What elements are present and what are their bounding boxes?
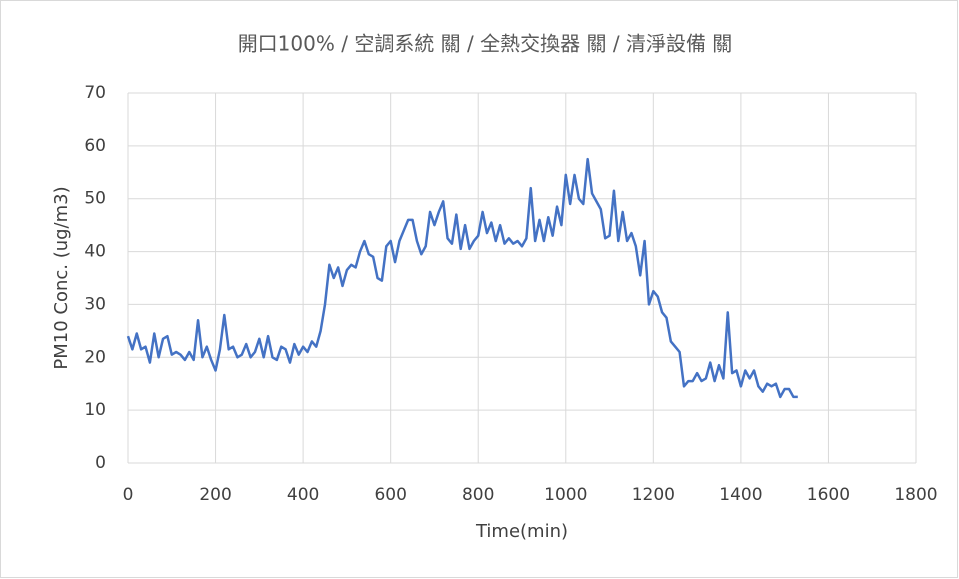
y-tick-label: 70 <box>84 83 106 103</box>
y-tick-label: 10 <box>84 400 106 420</box>
y-axis-title: PM10 Conc. (ug/m3) <box>51 186 72 369</box>
y-tick-label: 30 <box>84 294 106 314</box>
y-tick-label: 20 <box>84 347 106 367</box>
y-tick-label: 40 <box>84 242 106 262</box>
x-tick-label: 400 <box>287 485 319 505</box>
y-tick-label: 50 <box>84 189 106 209</box>
x-tick-label: 1400 <box>719 485 762 505</box>
x-tick-label: 800 <box>462 485 494 505</box>
x-tick-label: 1000 <box>544 485 587 505</box>
x-tick-label: 200 <box>199 485 231 505</box>
x-tick-label: 1600 <box>807 485 850 505</box>
x-tick-label: 1200 <box>632 485 675 505</box>
x-axis-title: Time(min) <box>475 521 568 542</box>
x-tick-label: 0 <box>123 485 134 505</box>
x-tick-label: 600 <box>374 485 406 505</box>
y-tick-label: 60 <box>84 136 106 156</box>
x-tick-label: 1800 <box>894 485 937 505</box>
chart-title: 開口100% / 空調系統 關 / 全熱交換器 關 / 清淨設備 關 <box>238 32 733 56</box>
data-line <box>126 157 798 399</box>
y-tick-label: 0 <box>95 453 106 473</box>
